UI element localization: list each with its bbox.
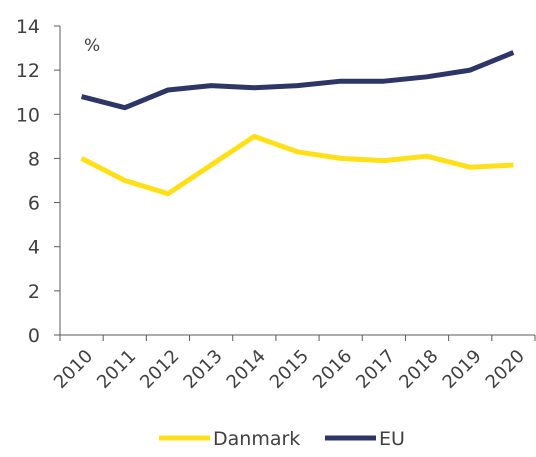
y-tick-label: 6 (28, 193, 40, 215)
data-point-eu (511, 50, 516, 55)
y-tick-label: 2 (28, 281, 40, 303)
x-tick-label: 2019 (439, 346, 486, 393)
x-tick-label: 2017 (352, 346, 399, 393)
data-point-danmark (381, 158, 386, 163)
data-point-eu (338, 79, 343, 84)
data-point-eu (381, 79, 386, 84)
data-point-eu (209, 83, 214, 88)
legend-label-eu: EU (379, 428, 405, 450)
unit-label: % (84, 36, 100, 56)
data-point-eu (295, 83, 300, 88)
y-tick-label: 4 (28, 237, 40, 259)
data-point-danmark (295, 149, 300, 154)
x-tick-label: 2010 (50, 346, 97, 393)
series-lines (79, 50, 516, 197)
x-tick-label: 2015 (266, 346, 313, 393)
series-line-eu (80, 50, 515, 111)
y-ticks: 0 2 4 6 8 10 12 14 (16, 16, 60, 347)
data-point-danmark (252, 134, 257, 139)
x-tick-label: 2013 (179, 346, 226, 393)
legend: Danmark EU (159, 428, 405, 450)
y-tick-label: 8 (28, 148, 40, 170)
legend-label-danmark: Danmark (213, 428, 300, 450)
x-ticks: 2010201120122013201420152016201720182019… (50, 335, 536, 393)
x-tick-label: 2016 (309, 346, 356, 393)
axes (59, 26, 535, 336)
data-point-eu (122, 105, 127, 110)
data-point-danmark (165, 191, 170, 196)
y-tick-label: 12 (16, 60, 40, 82)
series-line-danmark (80, 133, 514, 197)
data-point-danmark (511, 163, 516, 168)
x-tick-label: 2018 (395, 346, 442, 393)
data-point-eu (165, 88, 170, 93)
x-tick-label: 2011 (93, 346, 140, 393)
data-point-danmark (209, 163, 214, 168)
data-point-danmark (468, 165, 473, 170)
data-point-eu (252, 85, 257, 90)
y-tick-label: 10 (16, 104, 40, 126)
data-point-danmark (338, 156, 343, 161)
y-tick-label: 14 (16, 16, 40, 38)
x-tick-label: 2020 (482, 346, 529, 393)
x-tick-label: 2014 (223, 346, 270, 393)
data-point-danmark (425, 154, 430, 159)
y-tick-label: 0 (28, 325, 40, 347)
data-point-eu (425, 74, 430, 79)
data-point-danmark (122, 178, 127, 183)
data-point-eu (79, 94, 84, 99)
data-point-danmark (79, 156, 84, 161)
data-point-eu (468, 68, 473, 73)
x-tick-label: 2012 (136, 346, 183, 393)
